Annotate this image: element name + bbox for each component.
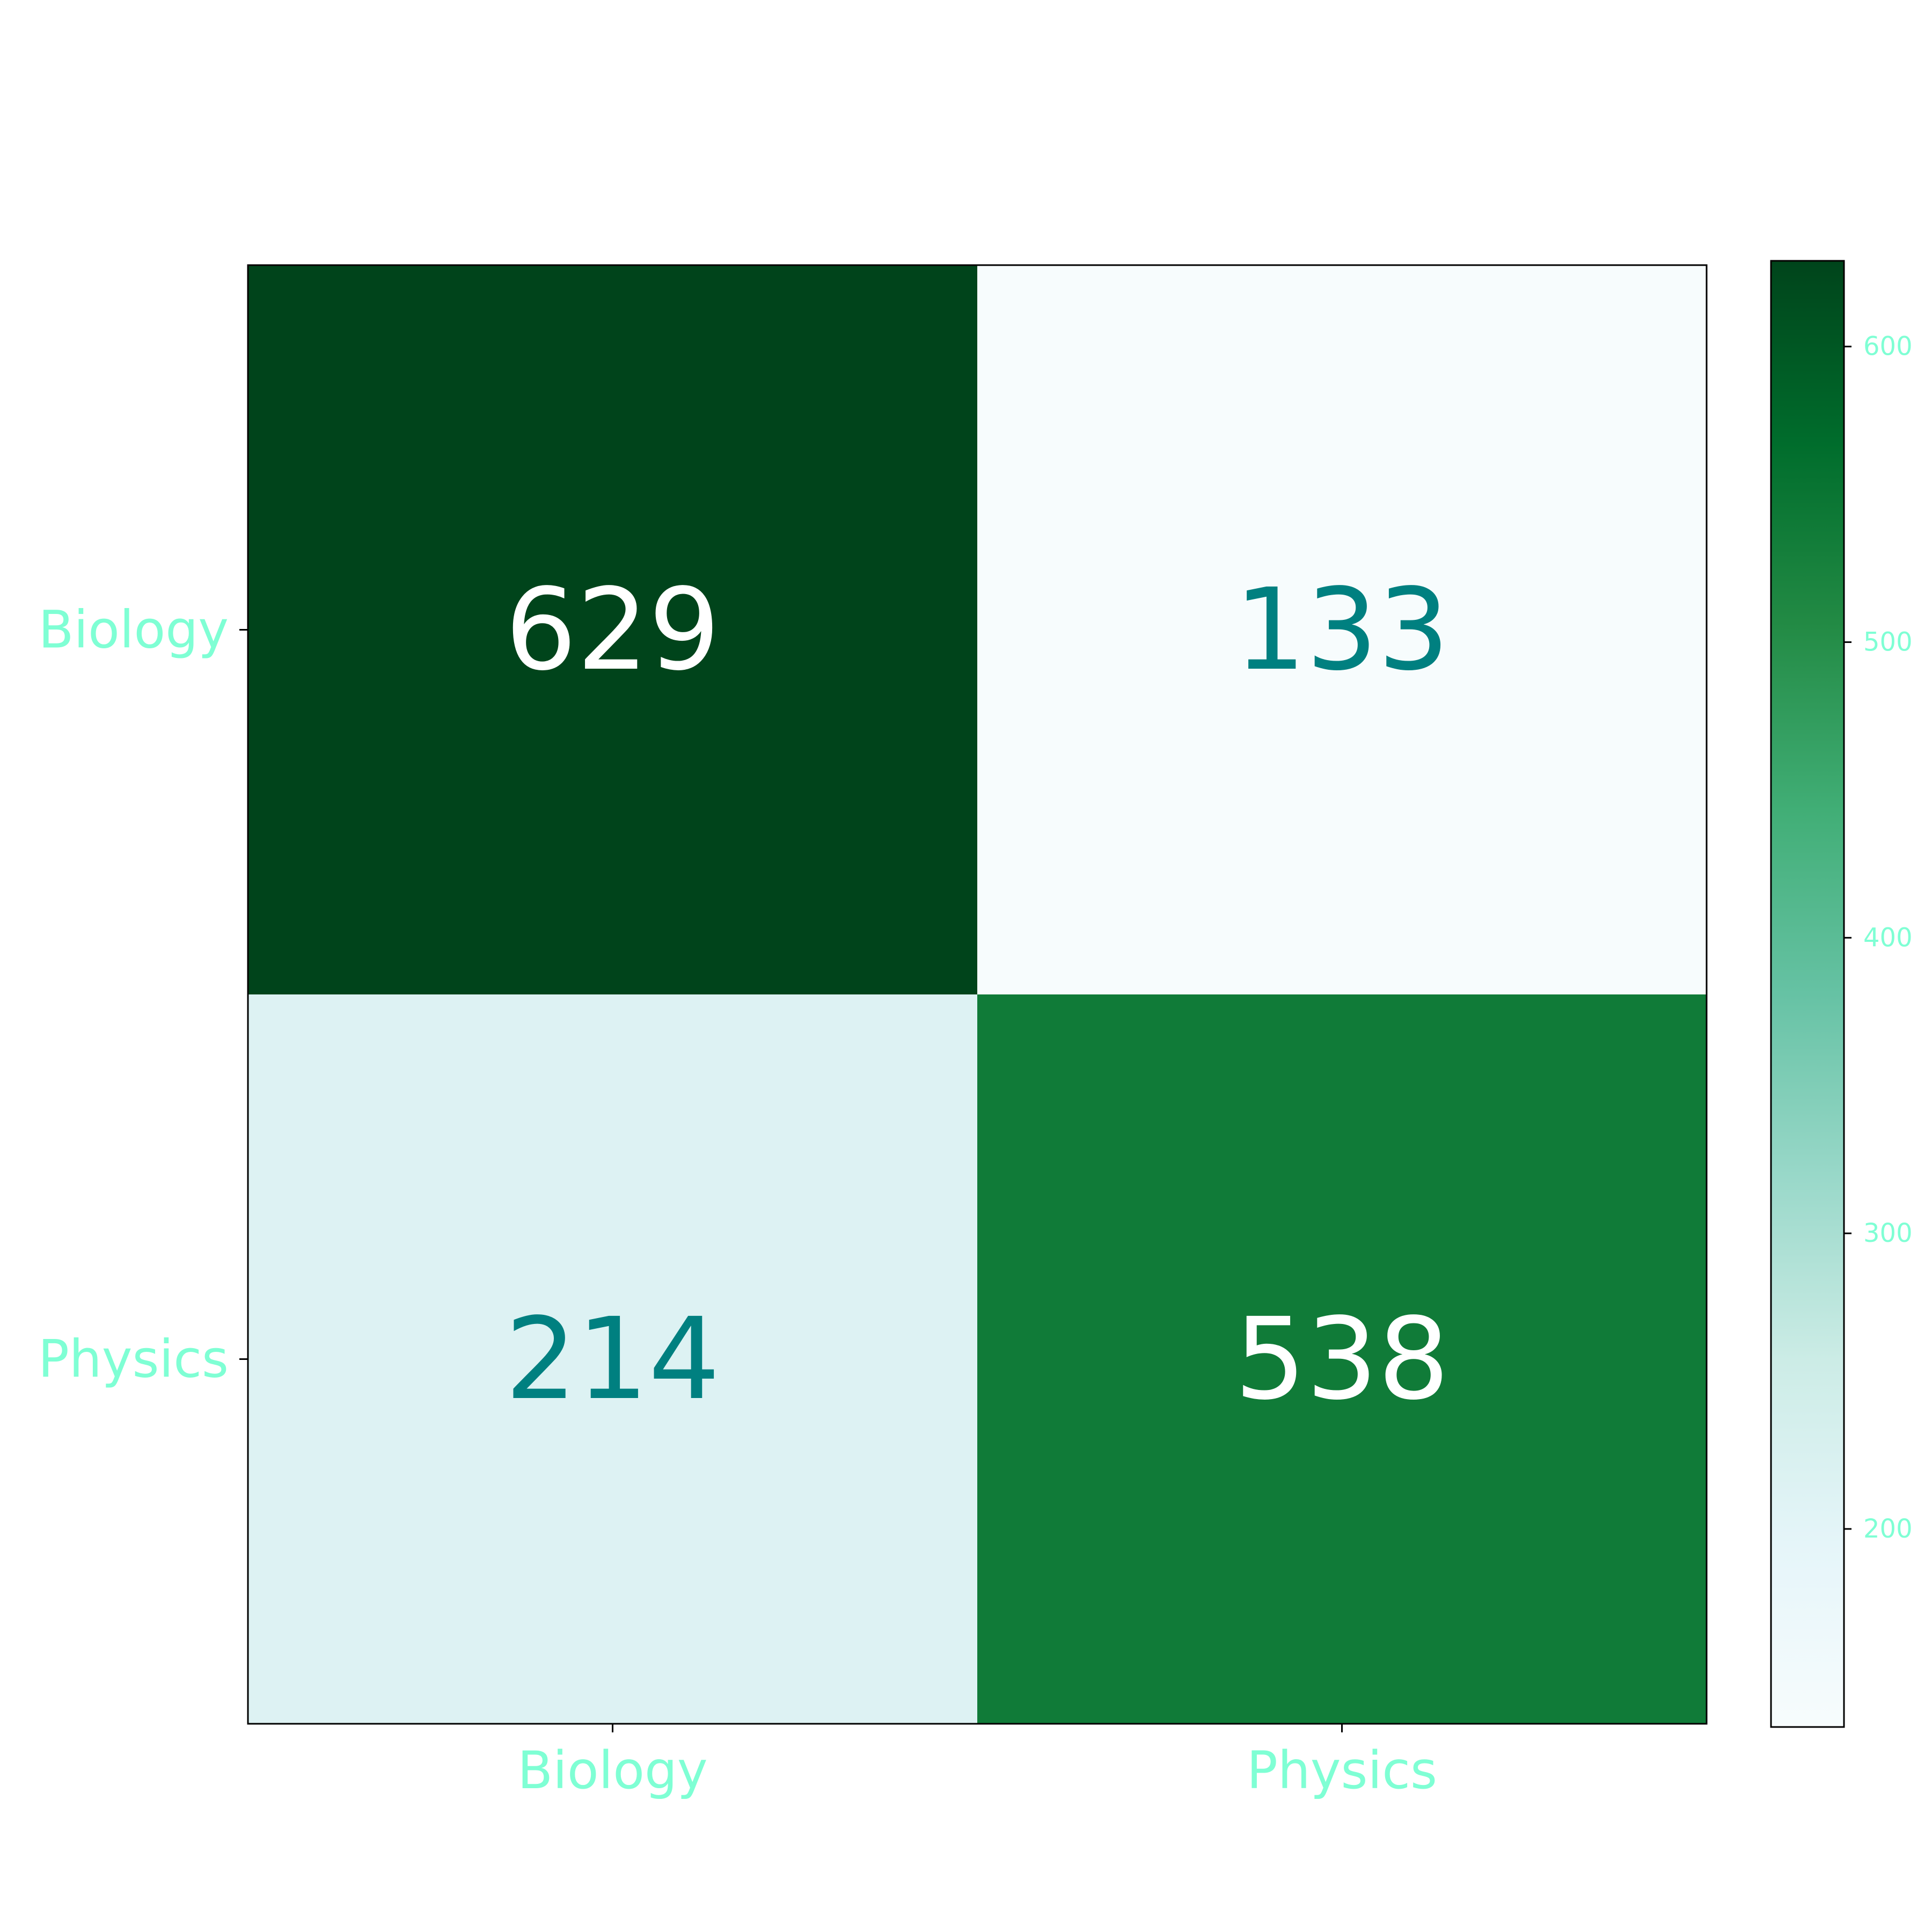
heatmap-cell <box>248 994 977 1724</box>
heatmap-cells <box>248 265 1707 1724</box>
cell-value-label: 629 <box>505 564 720 696</box>
colorbar: 200 300 400 500 600 <box>1770 260 1913 1728</box>
y-tick-label: Biology <box>39 600 229 660</box>
x-tick-label: Biology <box>517 1740 707 1801</box>
colorbar-tick-label: 600 <box>1863 332 1913 362</box>
y-axis: Biology Physics <box>38 600 248 1389</box>
heatmap-cell <box>977 994 1707 1724</box>
colorbar-tick-label: 200 <box>1863 1514 1913 1544</box>
heatmap-cell <box>248 265 977 994</box>
cell-annotations: 629 133 214 538 <box>505 564 1450 1425</box>
colorbar-tick-label: 500 <box>1863 627 1913 657</box>
heatmap-axes-frame <box>247 264 1708 1725</box>
x-tick-label: Physics <box>1247 1740 1437 1801</box>
colorbar-tick-label: 400 <box>1863 923 1913 953</box>
colorbar-ticks: 200 300 400 500 600 <box>1844 332 1913 1544</box>
cell-value-label: 538 <box>1234 1293 1450 1425</box>
cell-value-label: 133 <box>1234 564 1450 696</box>
heatmap-cell <box>977 265 1707 994</box>
colorbar-gradient <box>1771 261 1844 1727</box>
x-axis: Biology Physics <box>517 1724 1437 1801</box>
colorbar-tick-label: 300 <box>1863 1218 1913 1248</box>
y-tick-label: Physics <box>38 1329 229 1389</box>
colorbar-frame <box>1770 260 1845 1728</box>
cell-value-label: 214 <box>505 1293 720 1425</box>
